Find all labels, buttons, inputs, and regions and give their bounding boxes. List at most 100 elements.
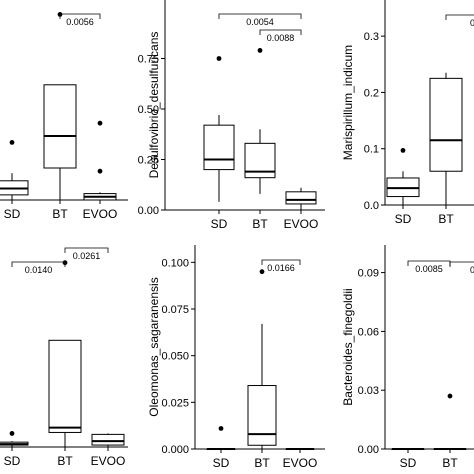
chart-panel-5: 0.000 0.025 0.050 0.075 0.100Oleomonas_sagar… (147, 245, 325, 470)
chart-panel-2: 0.00 0.25 0.50 0.75Desulfovibrio_desulfuric… (138, 0, 325, 231)
y-tick-label: 0.075 (161, 304, 189, 316)
y-tick-label: 0.00 (138, 205, 159, 217)
bracket-line (218, 13, 302, 19)
y-tick-label: 0.0 (364, 200, 379, 212)
x-category-label: SD (400, 456, 417, 470)
significance-bracket: 0.0056 (59, 13, 101, 27)
y-tick-label: 0.00 (358, 444, 379, 456)
x-category-label: EVOO (284, 217, 319, 231)
y-tick-label: 0.050 (161, 351, 189, 363)
box-bt (244, 48, 276, 194)
bracket-line (445, 14, 474, 20)
x-category-label: BT (442, 456, 458, 470)
significance-bracket: 0.0166 (261, 259, 301, 273)
outlier-point (9, 140, 15, 145)
outlier-point (216, 56, 222, 61)
box-evoo (285, 448, 315, 450)
p-value-label: 0.0085 (415, 264, 443, 274)
box-bt (433, 393, 467, 450)
y-axis-title: Desulfovibrio_desulfuricans (147, 32, 161, 179)
x-category-label: BT (438, 212, 454, 226)
box-sd (0, 431, 29, 447)
bracket-line (259, 29, 302, 35)
y-tick-label: 0.03 (358, 385, 379, 397)
box-sd (206, 426, 236, 450)
box-sd (203, 56, 235, 202)
p-value-label: 0.0054 (246, 17, 274, 27)
y-axis-title: Bacteroides_finegoldii (341, 288, 355, 405)
box-sd (386, 148, 420, 205)
y-tick-label: 0.3 (364, 31, 379, 43)
p-value-label: 0.0088 (267, 33, 295, 43)
box-bt (247, 269, 277, 449)
y-tick-label: 0.09 (358, 268, 379, 280)
box-body (285, 191, 317, 205)
bracket-line (261, 259, 301, 265)
significance-bracket: 0.0140 (11, 261, 66, 275)
y-tick-label: 0.75 (138, 54, 159, 66)
p-value-label: 0.0085 (470, 265, 474, 275)
box-sd (391, 448, 425, 450)
p-value-label: 0.0140 (25, 265, 53, 275)
x-category-label: EVOO (91, 454, 126, 468)
significance-bracket: 0.0088 (259, 29, 302, 43)
p-value-label: 0.01 (470, 18, 474, 28)
y-axis-title: Marispirillum_indicum (341, 45, 355, 160)
y-axis-title: Oleomonas_sagaranensis (147, 277, 161, 416)
box-bt (43, 12, 77, 200)
y-tick-label: 0.06 (358, 326, 379, 338)
box-body (247, 385, 277, 446)
box-evoo (285, 187, 317, 210)
significance-bracket: 0.01 (445, 14, 474, 28)
chart-panel-3: 0.0 0.1 0.2 0.3 Marispirillum_indicum SD BT 0.0… (341, 0, 474, 226)
box-body (43, 84, 77, 169)
y-tick-label: 0.000 (161, 444, 189, 456)
y-tick-label: 0.100 (161, 257, 189, 269)
box-bt (429, 72, 463, 205)
chart-panel-1: SD BT EVOO 0.0056 (0, 12, 128, 221)
y-tick-label: 0.2 (364, 87, 379, 99)
bracket-line (64, 247, 109, 253)
box-body (429, 77, 463, 172)
x-category-label: BT (57, 454, 73, 468)
outlier-point (97, 120, 103, 126)
bracket-line (449, 261, 474, 267)
outlier-point (257, 48, 263, 53)
outlier-point (400, 148, 406, 153)
x-category-label: SD (211, 217, 228, 231)
p-value-label: 0.0261 (73, 251, 101, 261)
p-value-label: 0.0056 (66, 17, 94, 27)
x-category-label: SD (213, 456, 230, 470)
x-category-label: SD (4, 207, 21, 221)
x-category-label: EVOO (283, 456, 318, 470)
box-sd (0, 140, 29, 200)
chart-panel-4: SD BT EVOO 0.0140 0.0261 (0, 247, 128, 468)
y-tick-label: 0.1 (364, 144, 379, 156)
x-category-label: BT (52, 207, 68, 221)
outlier-point (447, 393, 453, 399)
box-body (203, 124, 235, 171)
x-category-label: BT (252, 217, 268, 231)
significance-bracket: 0.0054 (218, 13, 302, 27)
x-category-label: SD (395, 212, 412, 226)
x-category-label: BT (254, 456, 270, 470)
box-bt (48, 260, 82, 447)
y-tick-label: 0.025 (161, 397, 189, 409)
y-tick-label: 0.50 (138, 104, 159, 116)
bracket-line (59, 13, 101, 19)
x-category-label: EVOO (83, 207, 118, 221)
significance-bracket: 0.0085 (407, 260, 451, 274)
outlier-point (9, 431, 15, 436)
significance-bracket: 0.0085 (449, 261, 474, 275)
y-tick-label: 0.25 (138, 155, 159, 167)
bracket-line (11, 261, 66, 267)
x-category-label: SD (4, 454, 21, 468)
box-body (91, 433, 125, 446)
outlier-point (97, 168, 103, 174)
significance-bracket: 0.0261 (64, 247, 109, 261)
box-evoo (91, 433, 125, 447)
outlier-point (218, 426, 224, 431)
p-value-label: 0.0166 (267, 263, 295, 273)
box-evoo (83, 120, 117, 201)
